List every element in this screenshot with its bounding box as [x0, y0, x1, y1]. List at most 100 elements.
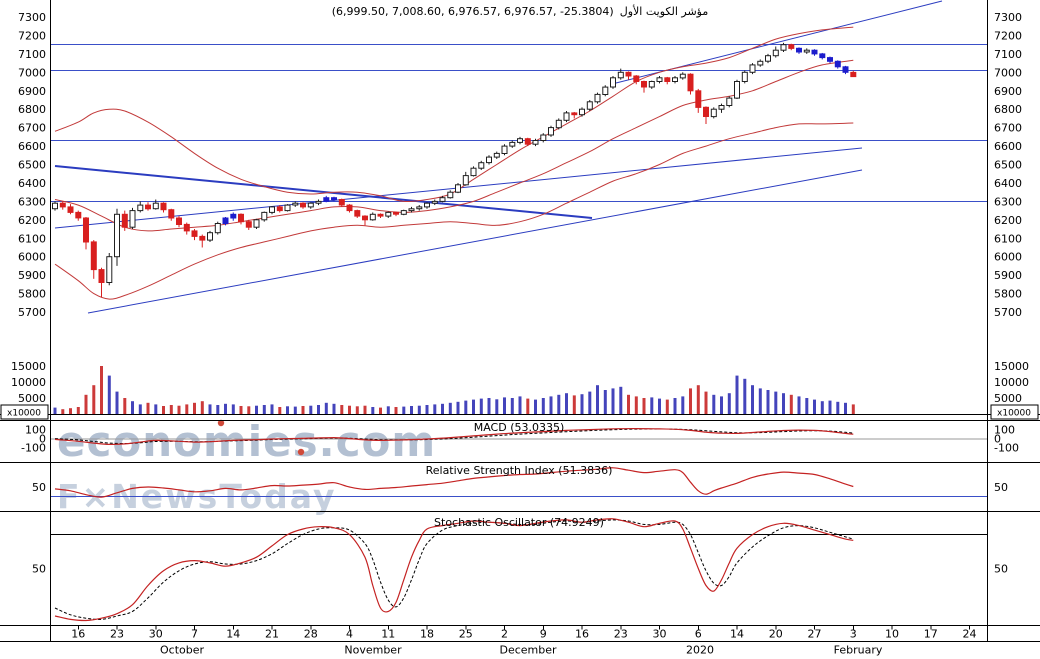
- svg-text:6000: 6000: [994, 251, 1022, 264]
- svg-text:6700: 6700: [18, 122, 46, 135]
- candle: [803, 48, 810, 54]
- svg-text:14: 14: [226, 628, 240, 641]
- svg-text:3: 3: [850, 628, 857, 641]
- watermark: economies.com F×NewsToday: [57, 417, 436, 516]
- candle: [749, 63, 756, 75]
- candle: [67, 204, 74, 215]
- candle: [75, 210, 82, 221]
- x-axis-labels: 16 23 30 7 14 21 28 4 11 18 25 2 9 16 23 30 6 14 20 27 3 10 17…: [71, 625, 977, 657]
- svg-text:2: 2: [501, 628, 508, 641]
- candle: [393, 211, 399, 217]
- candle: [354, 209, 361, 218]
- candle: [238, 213, 244, 225]
- candle: [594, 92, 601, 104]
- candle: [679, 72, 686, 80]
- rsi-panel: [50, 467, 988, 498]
- svg-text:6000: 6000: [18, 251, 46, 264]
- candle: [377, 213, 384, 218]
- svg-text:11: 11: [381, 628, 395, 641]
- svg-text:15000: 15000: [11, 360, 46, 373]
- candle: [827, 56, 833, 64]
- candle: [834, 60, 841, 69]
- candle: [385, 211, 392, 218]
- candle: [517, 136, 523, 145]
- candle: [431, 199, 438, 206]
- svg-text:21: 21: [265, 628, 279, 641]
- candle: [160, 202, 167, 213]
- macd-panel: [50, 427, 988, 446]
- watermark-dot-icon: [297, 448, 305, 456]
- candle: [726, 96, 733, 108]
- candle: [214, 221, 221, 235]
- svg-text:28: 28: [304, 628, 318, 641]
- svg-text:6: 6: [695, 628, 702, 641]
- candle: [59, 201, 66, 210]
- svg-text:6800: 6800: [18, 103, 46, 116]
- candle: [486, 155, 492, 165]
- bollinger-bands: [54, 26, 854, 300]
- candle: [114, 208, 120, 266]
- volume-bars: [53, 366, 855, 414]
- svg-text:7: 7: [191, 628, 198, 641]
- svg-text:17: 17: [924, 628, 938, 641]
- candle: [416, 205, 423, 211]
- candle: [338, 198, 345, 207]
- svg-text:0: 0: [994, 433, 1001, 446]
- candle: [493, 151, 500, 159]
- svg-text:2020: 2020: [686, 644, 714, 657]
- svg-text:100: 100: [994, 424, 1015, 437]
- candle: [780, 42, 787, 53]
- svg-text:100: 100: [25, 424, 46, 437]
- svg-text:6100: 6100: [994, 232, 1022, 245]
- candle: [168, 208, 175, 221]
- svg-text:October: October: [160, 644, 204, 657]
- candle: [121, 210, 128, 231]
- stoch-title: Stochastic Oscillator (74.9249): [434, 516, 604, 529]
- y-axis-labels: 7300 7300 7200 7200 7100 7100 7000 7000 6900 6900…: [11, 11, 1029, 576]
- candle: [222, 217, 229, 226]
- svg-text:6500: 6500: [994, 159, 1022, 172]
- svg-text:5800: 5800: [994, 288, 1022, 301]
- svg-text:50: 50: [32, 563, 46, 576]
- svg-text:6900: 6900: [18, 85, 46, 98]
- candle: [540, 133, 547, 143]
- candle: [462, 171, 469, 186]
- candle: [269, 205, 275, 215]
- svg-text:50: 50: [994, 481, 1008, 494]
- watermark-economies-text: economies.com: [57, 417, 436, 466]
- candle: [52, 201, 58, 211]
- svg-text:7200: 7200: [994, 29, 1022, 42]
- volume-multiplier-right: x10000: [990, 404, 1039, 420]
- svg-text:6300: 6300: [18, 195, 46, 208]
- candle: [501, 144, 508, 156]
- candle: [718, 103, 725, 113]
- support-resistance-lines: [50, 44, 988, 202]
- candle: [548, 125, 554, 137]
- candle: [292, 201, 299, 207]
- panel-borders: [0, 0, 1040, 642]
- svg-text:-100: -100: [21, 442, 46, 455]
- rsi-title: Relative Strength Index (51.3836): [426, 464, 613, 477]
- candle: [687, 73, 694, 95]
- svg-text:7000: 7000: [994, 66, 1022, 79]
- svg-text:27: 27: [808, 628, 822, 641]
- candle: [129, 207, 136, 230]
- candle: [183, 222, 190, 235]
- svg-text:23: 23: [614, 628, 628, 641]
- candle: [331, 196, 337, 202]
- candle: [145, 202, 151, 211]
- svg-text:7300: 7300: [18, 11, 46, 24]
- candle: [176, 216, 182, 228]
- watermark-dot-icon: [217, 419, 225, 427]
- svg-text:5900: 5900: [994, 269, 1022, 282]
- candle: [796, 47, 802, 54]
- svg-text:18: 18: [420, 628, 434, 641]
- candle: [656, 76, 663, 84]
- candle: [199, 234, 206, 248]
- svg-text:24: 24: [963, 628, 977, 641]
- svg-text:4: 4: [346, 628, 353, 641]
- candle: [315, 199, 322, 206]
- svg-text:30: 30: [149, 628, 163, 641]
